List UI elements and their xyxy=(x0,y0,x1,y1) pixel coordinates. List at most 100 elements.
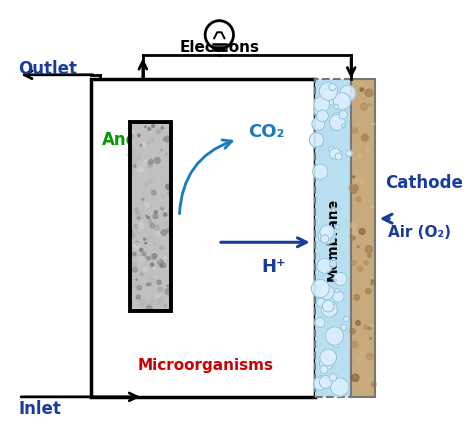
Circle shape xyxy=(162,195,165,198)
Circle shape xyxy=(140,255,146,260)
Circle shape xyxy=(139,300,146,306)
Circle shape xyxy=(335,225,340,230)
Circle shape xyxy=(152,254,157,259)
Circle shape xyxy=(310,133,324,148)
Circle shape xyxy=(335,154,342,161)
Circle shape xyxy=(340,86,356,102)
Circle shape xyxy=(317,298,326,307)
Circle shape xyxy=(132,309,133,310)
Circle shape xyxy=(136,279,137,280)
Circle shape xyxy=(357,246,359,248)
Circle shape xyxy=(357,266,363,272)
Circle shape xyxy=(344,316,349,322)
Circle shape xyxy=(146,284,149,286)
Circle shape xyxy=(353,185,358,191)
Circle shape xyxy=(167,229,171,233)
Circle shape xyxy=(353,225,357,228)
Circle shape xyxy=(367,356,371,360)
Circle shape xyxy=(137,217,140,220)
Circle shape xyxy=(134,243,140,249)
Circle shape xyxy=(371,283,374,285)
Circle shape xyxy=(135,242,139,246)
Circle shape xyxy=(351,342,358,348)
Circle shape xyxy=(131,131,135,134)
Circle shape xyxy=(131,254,132,255)
Circle shape xyxy=(349,185,356,192)
Circle shape xyxy=(130,234,135,238)
Circle shape xyxy=(332,113,343,124)
Circle shape xyxy=(352,374,359,381)
Circle shape xyxy=(148,143,149,144)
Circle shape xyxy=(152,257,155,260)
Circle shape xyxy=(158,296,160,297)
Circle shape xyxy=(161,207,164,210)
Circle shape xyxy=(148,128,151,131)
Circle shape xyxy=(321,301,337,317)
Circle shape xyxy=(350,329,356,334)
Circle shape xyxy=(167,285,169,287)
Circle shape xyxy=(164,214,167,217)
Circle shape xyxy=(148,160,153,165)
Circle shape xyxy=(333,291,344,302)
Circle shape xyxy=(131,135,134,138)
Circle shape xyxy=(368,254,371,258)
Circle shape xyxy=(144,161,149,167)
Circle shape xyxy=(314,108,321,115)
Circle shape xyxy=(153,214,158,219)
Circle shape xyxy=(168,192,172,196)
Circle shape xyxy=(149,300,154,305)
Circle shape xyxy=(354,295,359,300)
Circle shape xyxy=(364,261,368,266)
Circle shape xyxy=(158,152,160,154)
Circle shape xyxy=(147,236,151,240)
Circle shape xyxy=(346,151,352,157)
Circle shape xyxy=(129,220,132,222)
Circle shape xyxy=(205,22,234,50)
Circle shape xyxy=(148,278,153,283)
Circle shape xyxy=(318,227,336,244)
Circle shape xyxy=(329,115,345,131)
Circle shape xyxy=(144,268,147,272)
Circle shape xyxy=(130,170,134,174)
Text: Microorganisms: Microorganisms xyxy=(137,357,273,372)
Circle shape xyxy=(144,239,146,240)
Circle shape xyxy=(157,300,162,305)
Circle shape xyxy=(130,242,131,243)
Circle shape xyxy=(166,184,171,190)
Circle shape xyxy=(317,293,328,305)
Circle shape xyxy=(319,376,332,388)
Circle shape xyxy=(139,257,145,262)
Circle shape xyxy=(158,296,163,301)
Circle shape xyxy=(149,180,153,184)
Circle shape xyxy=(146,164,151,168)
Circle shape xyxy=(311,280,329,298)
Circle shape xyxy=(148,164,152,168)
Circle shape xyxy=(142,199,144,201)
Circle shape xyxy=(161,230,167,236)
Circle shape xyxy=(361,104,367,111)
Circle shape xyxy=(152,125,155,128)
Circle shape xyxy=(325,327,344,345)
Text: Electrons: Electrons xyxy=(179,40,259,55)
Circle shape xyxy=(133,253,136,256)
Circle shape xyxy=(142,253,146,256)
Circle shape xyxy=(131,149,135,153)
Circle shape xyxy=(133,160,137,163)
Circle shape xyxy=(334,273,347,286)
Circle shape xyxy=(333,93,351,111)
Circle shape xyxy=(130,261,136,267)
Circle shape xyxy=(315,318,325,328)
Circle shape xyxy=(157,280,161,285)
Circle shape xyxy=(356,178,359,181)
Bar xyxy=(130,123,171,311)
Circle shape xyxy=(341,325,347,331)
Circle shape xyxy=(320,235,329,243)
Circle shape xyxy=(356,321,360,326)
Circle shape xyxy=(136,211,139,215)
Circle shape xyxy=(160,265,163,267)
Circle shape xyxy=(317,259,332,274)
Circle shape xyxy=(368,327,371,330)
Circle shape xyxy=(319,356,333,370)
Circle shape xyxy=(153,243,156,246)
Circle shape xyxy=(140,145,142,147)
